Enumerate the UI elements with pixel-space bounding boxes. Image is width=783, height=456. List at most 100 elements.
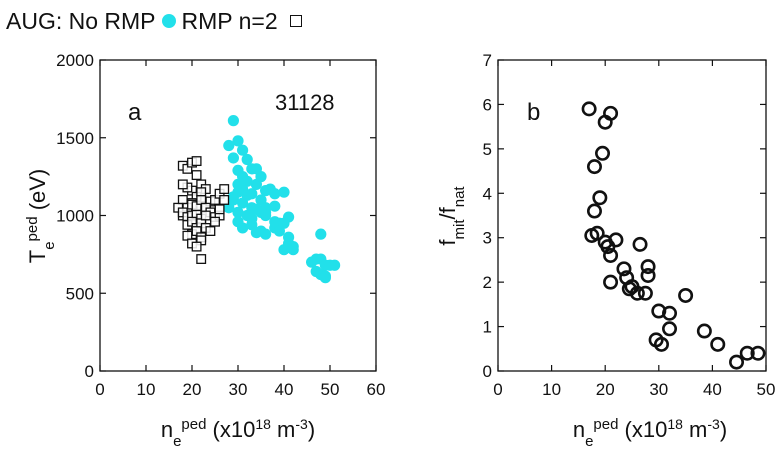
data-point <box>595 145 611 161</box>
data-point <box>662 321 678 337</box>
x-tick-label: 60 <box>367 380 386 399</box>
panel-a-shot-number: 31128 <box>275 90 335 115</box>
data-point-no-rmp <box>237 197 249 209</box>
data-point <box>586 203 602 219</box>
data-point-no-rmp <box>246 188 258 200</box>
data-point <box>592 190 608 206</box>
y-tick-label: 6 <box>483 95 492 114</box>
x-tick-label: 20 <box>183 380 202 399</box>
x-tick-label: 10 <box>542 380 561 399</box>
data-point-no-rmp <box>319 272 331 284</box>
data-point-no-rmp <box>227 115 239 127</box>
data-point <box>616 261 632 277</box>
data-point <box>603 247 619 263</box>
data-point <box>710 336 726 352</box>
data-point <box>640 267 656 283</box>
data-point-no-rmp <box>246 213 258 225</box>
y-tick-label: 5 <box>483 140 492 159</box>
panel-a-y-axis-label: Teped (eV) <box>24 169 58 264</box>
panel-a-x-axis-label: neped (x1018 m-3) <box>161 416 315 450</box>
data-point-no-rmp <box>250 163 262 175</box>
y-tick-label: 0 <box>483 362 492 381</box>
panel-b-x-axis-label: neped (x1018 m-3) <box>573 416 727 450</box>
x-tick-label: 0 <box>95 380 104 399</box>
data-point-no-rmp <box>255 206 267 218</box>
data-point-no-rmp <box>227 152 239 164</box>
legend-rmp-label: RMP n=2 <box>181 7 278 34</box>
data-point-no-rmp <box>278 186 290 198</box>
x-tick-label: 20 <box>596 380 615 399</box>
data-point <box>653 336 669 352</box>
data-point-no-rmp <box>315 228 327 240</box>
data-point-no-rmp <box>260 228 272 240</box>
panel-b-letter: b <box>527 99 540 126</box>
data-point-no-rmp <box>241 153 253 166</box>
legend-no-rmp-marker <box>161 14 176 28</box>
data-point <box>739 345 755 361</box>
data-point-rmp <box>191 241 202 252</box>
panel-b-marks <box>581 101 766 370</box>
x-tick-label: 40 <box>703 380 722 399</box>
data-point-no-rmp <box>269 216 281 228</box>
data-point <box>621 281 637 297</box>
data-point-rmp <box>191 170 202 181</box>
data-point <box>696 323 712 339</box>
data-point-rmp <box>205 226 216 237</box>
panel-b-y-axis-label: fmit/fnat <box>435 186 468 246</box>
data-point <box>662 305 678 321</box>
data-point <box>586 159 602 175</box>
data-point-rmp <box>219 194 230 205</box>
data-point-no-rmp <box>329 259 341 271</box>
data-point <box>678 287 694 303</box>
data-point-no-rmp <box>287 244 299 256</box>
legend-rmp-marker <box>289 15 302 27</box>
y-tick-label: 2 <box>483 273 492 292</box>
data-point <box>729 354 745 370</box>
legend-prefix: AUG: No RMP <box>6 7 156 34</box>
x-tick-label: 30 <box>229 380 248 399</box>
data-point <box>603 105 619 121</box>
data-point <box>584 227 600 243</box>
x-tick-label: 50 <box>321 380 340 399</box>
legend: AUG: No RMP RMP n=2 <box>6 8 302 34</box>
data-point-no-rmp <box>237 222 249 234</box>
y-tick-label: 500 <box>66 284 94 303</box>
data-point-rmp <box>196 254 207 264</box>
data-point-rmp <box>177 179 188 190</box>
data-point-no-rmp <box>269 200 281 212</box>
data-point-no-rmp <box>269 188 281 200</box>
x-tick-label: 50 <box>757 380 776 399</box>
panel-b-frame <box>497 59 767 372</box>
panel-b-ticks: 0 10 20 30 40 50 0 1 2 3 4 5 6 7 <box>483 51 776 399</box>
panel-a-marks <box>173 115 341 284</box>
y-tick-label: 0 <box>85 362 94 381</box>
data-point-no-rmp <box>232 206 244 218</box>
y-tick-label: 1 <box>483 318 492 337</box>
data-point <box>750 345 766 361</box>
data-point-no-rmp <box>232 186 244 198</box>
data-point <box>581 101 597 117</box>
data-point-rmp <box>219 184 230 195</box>
data-point <box>629 285 645 301</box>
y-tick-label: 4 <box>483 184 492 203</box>
y-tick-label: 1000 <box>56 207 94 226</box>
panel-a-letter: a <box>128 99 142 126</box>
data-point-rmp <box>210 216 220 227</box>
data-point <box>640 259 656 275</box>
x-tick-label: 10 <box>137 380 156 399</box>
data-point-rmp <box>200 210 211 221</box>
data-point <box>632 236 648 252</box>
x-tick-label: 40 <box>275 380 294 399</box>
data-point <box>603 274 619 290</box>
panel-a: 0 10 20 30 40 50 60 0 500 1000 1500 2000 a 31128 ne… <box>24 51 386 450</box>
y-tick-label: 3 <box>483 229 492 248</box>
data-point <box>637 285 653 301</box>
data-point-rmp <box>191 156 202 167</box>
x-tick-label: 0 <box>493 380 502 399</box>
y-tick-label: 7 <box>483 51 492 70</box>
data-point-no-rmp <box>232 135 244 147</box>
data-point-no-rmp <box>278 217 290 229</box>
data-point-no-rmp <box>237 144 249 156</box>
